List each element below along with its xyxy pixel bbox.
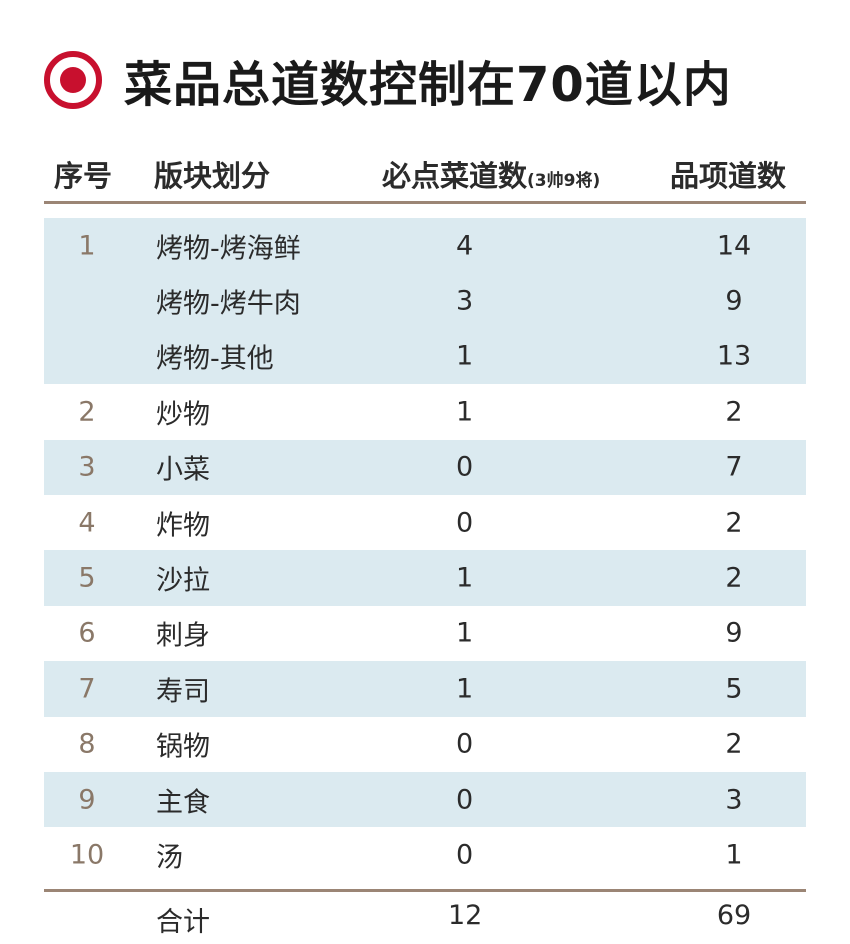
row-item-count: 9 (725, 285, 743, 317)
header-index: 序号 (54, 159, 113, 193)
row-section: 炒物 (156, 399, 210, 431)
row-item-count: 5 (725, 673, 743, 705)
row-index: 4 (78, 507, 96, 539)
row-item-count: 7 (725, 451, 743, 483)
row-section: 小菜 (156, 454, 210, 486)
total-divider (44, 888, 806, 892)
row-item-count: 3 (725, 784, 743, 816)
row-required-count: 1 (456, 617, 474, 649)
table-header: 序号 版块划分 必点菜道数(3帅9将) 品项道数 (44, 145, 806, 201)
table-row: 3 小菜 0 7 (44, 439, 806, 495)
table-row: 5 沙拉 1 2 (44, 550, 806, 606)
target-icon-dot (60, 67, 86, 93)
row-section: 汤 (156, 842, 183, 874)
table-body: 1 烤物-烤海鲜 4 14 烤物-烤牛肉 3 9 烤物-其他 1 13 2 炒物 1 2 3 小菜 0 7 4 炸物 0… (44, 218, 806, 883)
header-divider (44, 201, 806, 204)
row-index: 6 (78, 617, 96, 649)
row-index: 7 (78, 673, 96, 705)
row-item-count: 9 (725, 617, 743, 649)
title-bar: 菜品总道数控制在70道以内 (44, 48, 732, 113)
row-section: 沙拉 (156, 565, 210, 597)
row-section: 刺身 (156, 620, 210, 652)
table-row: 4 炸物 0 2 (44, 495, 806, 550)
row-section: 寿司 (156, 676, 210, 708)
total-required: 12 (448, 899, 483, 931)
total-row: 合计 12 69 (44, 892, 806, 942)
header-required-note: (3帅9将) (527, 171, 601, 191)
total-items: 69 (716, 899, 752, 931)
target-icon (44, 51, 102, 109)
row-required-count: 4 (456, 230, 474, 262)
table-row: 7 寿司 1 5 (44, 661, 806, 717)
row-item-count: 13 (716, 340, 752, 372)
row-section: 烤物-烤海鲜 (156, 233, 301, 265)
row-section: 锅物 (156, 731, 210, 763)
header-required-label: 必点菜道数 (382, 159, 528, 193)
row-section: 主食 (156, 787, 210, 819)
row-required-count: 0 (456, 507, 474, 539)
table-row: 10 汤 0 1 (44, 827, 806, 882)
table-row: 烤物-其他 1 13 (44, 328, 806, 385)
row-required-count: 1 (456, 340, 474, 372)
row-item-count: 14 (716, 230, 752, 262)
row-section: 烤物-烤牛肉 (156, 288, 301, 320)
row-item-count: 1 (725, 839, 743, 871)
row-index: 3 (78, 451, 96, 483)
row-index: 9 (78, 784, 96, 816)
header-required: 必点菜道数(3帅9将) (382, 153, 600, 195)
row-item-count: 2 (725, 396, 743, 428)
row-required-count: 0 (456, 839, 474, 871)
row-index: 10 (69, 839, 105, 871)
row-required-count: 1 (456, 396, 474, 428)
table-row: 1 烤物-烤海鲜 4 14 (44, 218, 806, 274)
dish-count-table: 序号 版块划分 必点菜道数(3帅9将) 品项道数 1 烤物-烤海鲜 4 14 烤物-烤牛… (44, 145, 806, 942)
row-index: 5 (78, 562, 96, 594)
row-section: 烤物-其他 (156, 343, 274, 375)
row-required-count: 1 (456, 673, 474, 705)
row-required-count: 1 (456, 562, 474, 594)
header-items: 品项道数 (670, 159, 787, 193)
row-required-count: 0 (456, 784, 474, 816)
table-row: 2 炒物 1 2 (44, 384, 806, 439)
target-icon-ring (44, 51, 102, 109)
total-label: 合计 (156, 906, 210, 938)
table-row: 烤物-烤牛肉 3 9 (44, 273, 806, 329)
row-index: 8 (78, 728, 96, 760)
row-item-count: 2 (725, 562, 743, 594)
table-row: 6 刺身 1 9 (44, 606, 806, 661)
table-row: 9 主食 0 3 (44, 771, 806, 828)
row-item-count: 2 (725, 728, 743, 760)
page-title: 菜品总道数控制在70道以内 (124, 57, 732, 113)
row-index: 2 (78, 396, 96, 428)
row-required-count: 0 (456, 728, 474, 760)
row-section: 炸物 (156, 510, 210, 542)
header-section: 版块划分 (154, 159, 271, 193)
row-index: 1 (78, 230, 96, 262)
row-required-count: 3 (456, 285, 474, 317)
row-required-count: 0 (456, 451, 474, 483)
table-row: 8 锅物 0 2 (44, 717, 806, 772)
row-item-count: 2 (725, 507, 743, 539)
